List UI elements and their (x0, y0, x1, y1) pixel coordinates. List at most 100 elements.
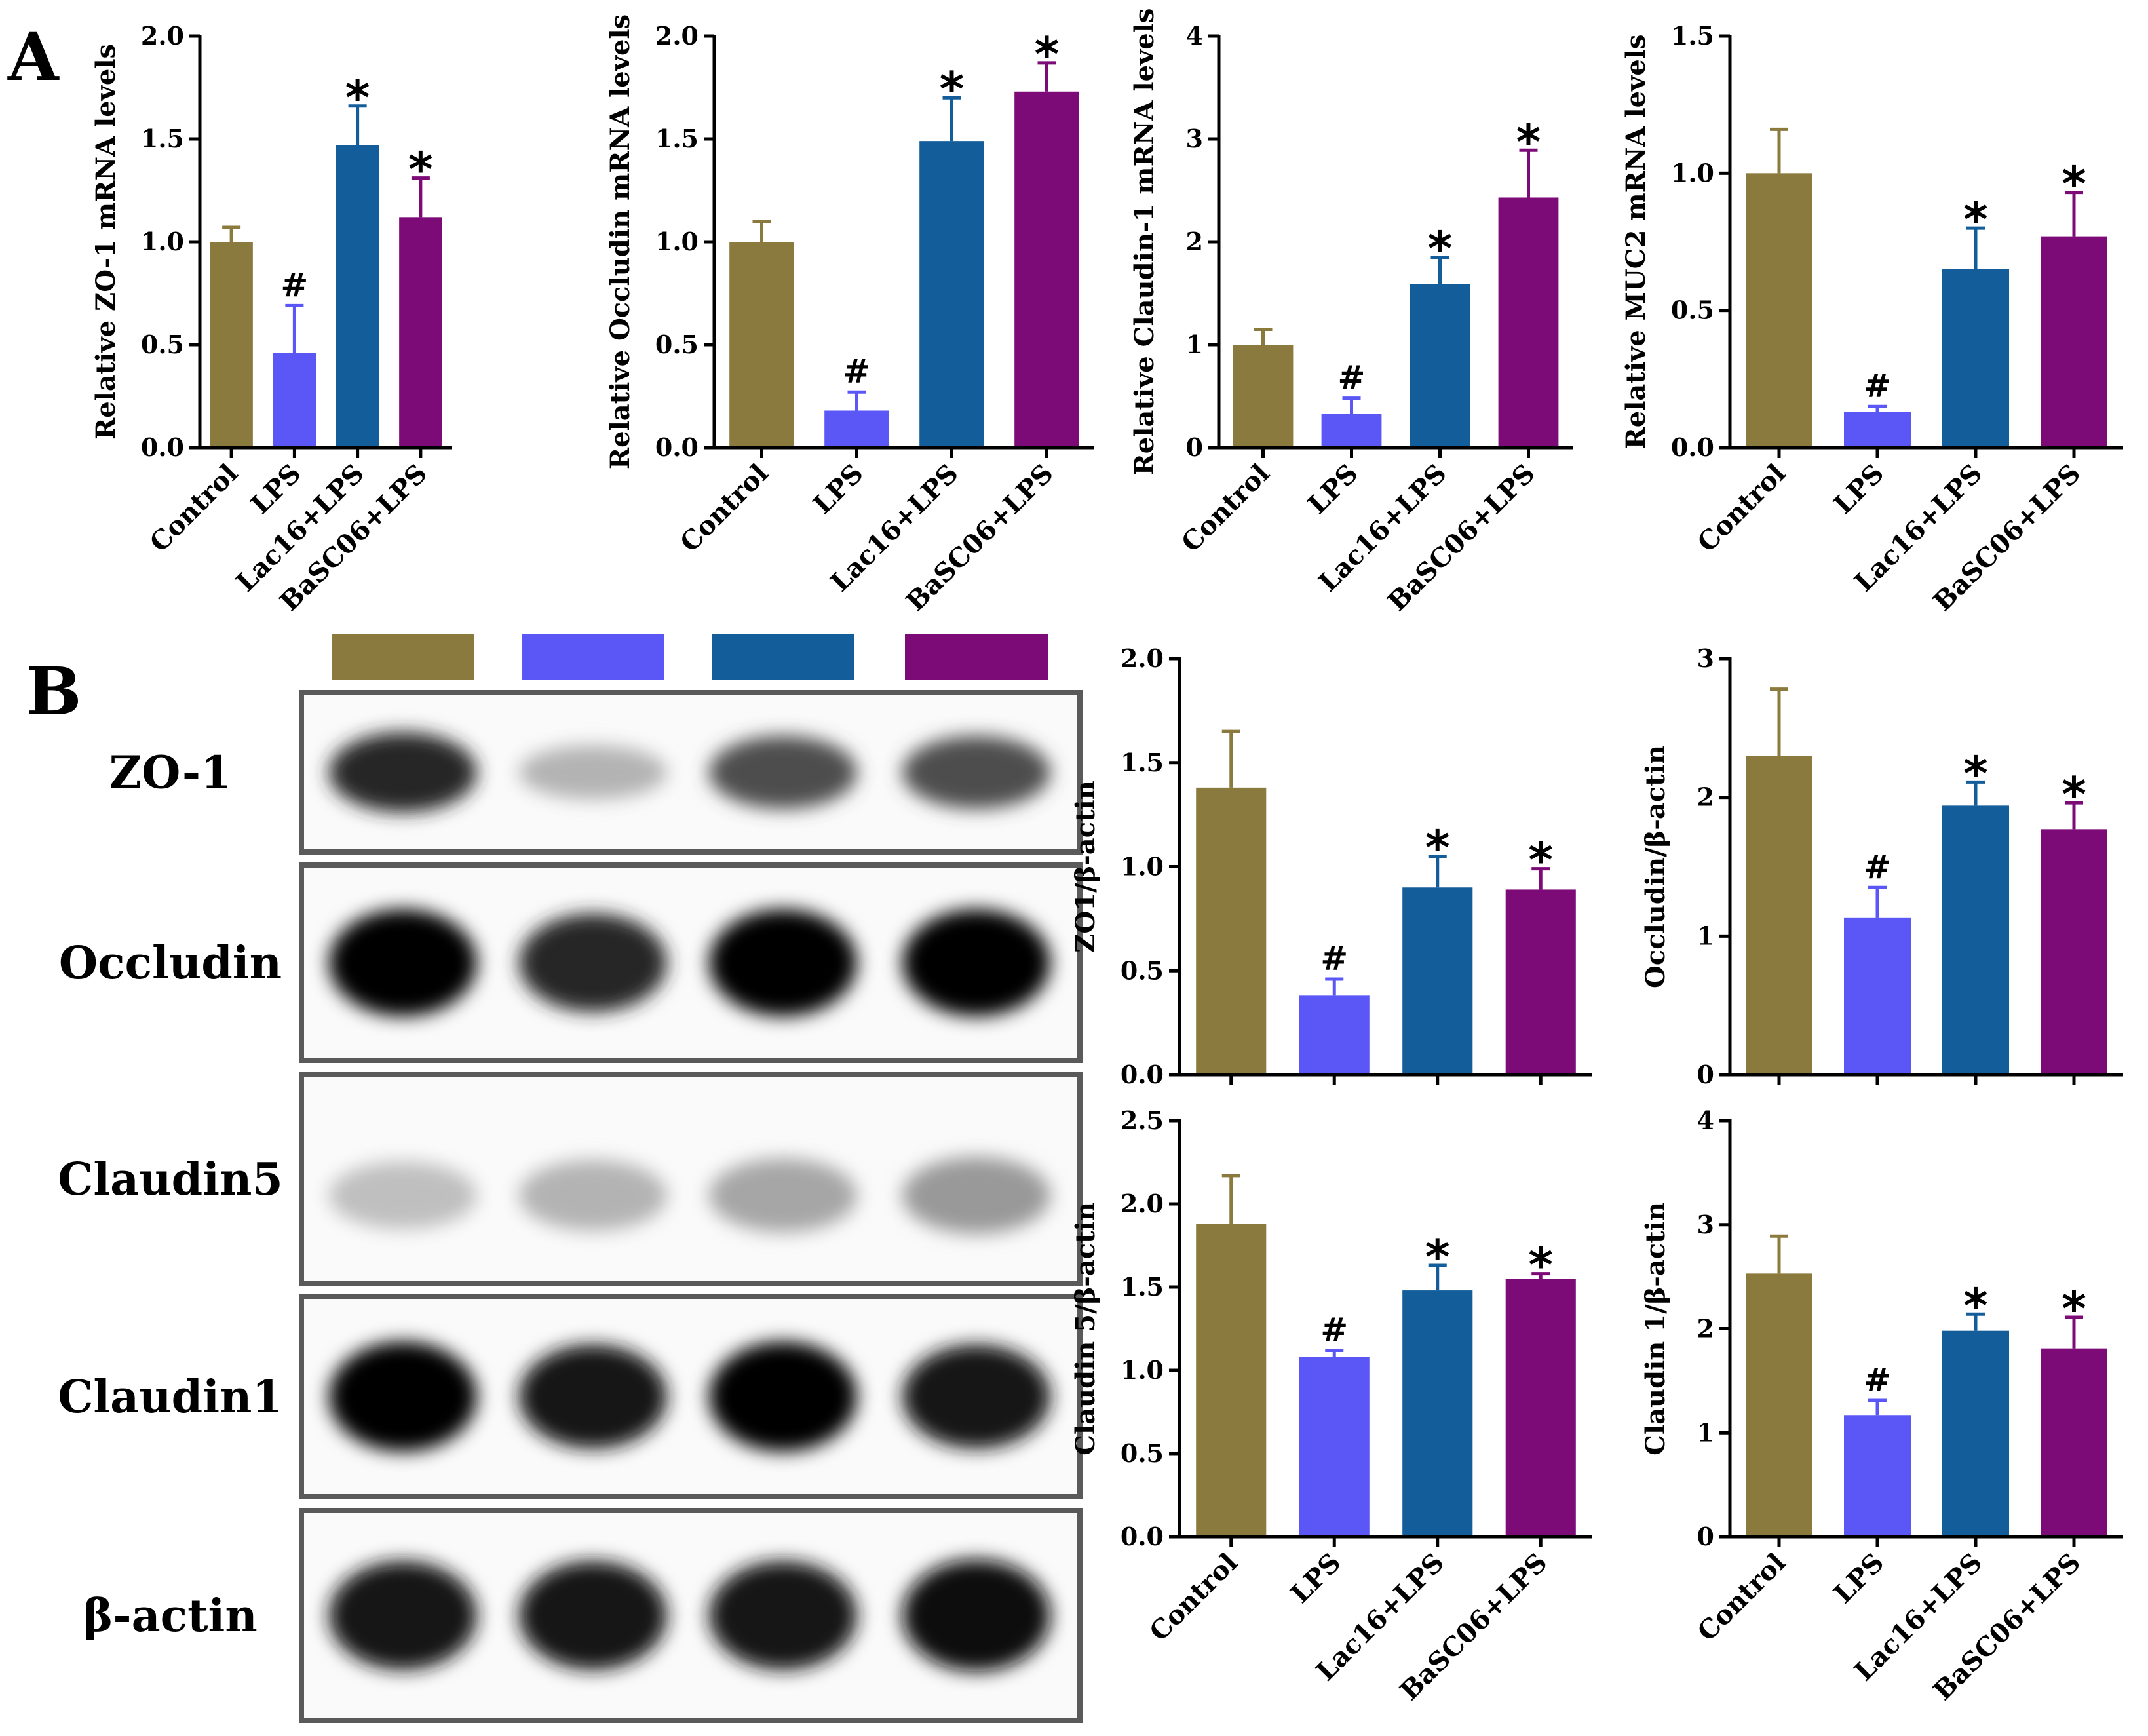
bar-BaSC06+LPS (2041, 829, 2107, 1075)
band (902, 735, 1050, 809)
y-tick-label: 3 (1697, 1210, 1714, 1239)
y-tick-label: 0.0 (1121, 1522, 1164, 1551)
y-axis-label: Relative Occludin mRNA levels (605, 14, 636, 469)
chart-A4: Control#LPS*Lac16+LPS*BaSC06+LPS0.00.51.… (1621, 21, 2123, 617)
band (519, 1344, 667, 1449)
panel-b-letter: B (26, 653, 82, 730)
significance-hash: # (1864, 848, 1891, 886)
band (709, 909, 857, 1016)
x-tick-label: Control (1143, 1547, 1244, 1648)
band (709, 1341, 857, 1452)
significance-star: * (1528, 1238, 1553, 1293)
band (709, 1560, 857, 1670)
bar-Lac16+LPS (919, 141, 984, 448)
band (329, 909, 477, 1016)
bar-BaSC06+LPS (399, 217, 442, 448)
bar-Lac16+LPS (1402, 887, 1473, 1075)
y-tick-label: 0.5 (655, 330, 699, 359)
x-tick-label: Control (144, 458, 244, 558)
y-tick-label: 2.0 (141, 21, 184, 50)
y-tick-label: 1 (1186, 330, 1203, 359)
band (519, 1560, 667, 1670)
y-tick-label: 0.5 (141, 330, 184, 359)
bar-LPS (1844, 1415, 1911, 1537)
x-tick-label: LPS (1828, 1547, 1890, 1610)
y-tick-label: 4 (1697, 1106, 1714, 1135)
blot-label: β-actin (83, 1590, 258, 1642)
band (519, 1159, 667, 1231)
blot-row-ZO-1: ZO-1 (109, 690, 1083, 855)
y-tick-label: 0.5 (1121, 1438, 1164, 1468)
bar-LPS (1299, 995, 1370, 1075)
x-tick-label: Control (674, 458, 775, 558)
bar-BaSC06+LPS (1498, 197, 1559, 448)
y-tick-label: 1.5 (1121, 1272, 1164, 1302)
band (902, 909, 1050, 1016)
x-tick-label: BaSC06+LPS (1382, 458, 1541, 617)
band (902, 1344, 1050, 1449)
band (902, 1157, 1050, 1234)
bar-BaSC06+LPS (1014, 91, 1079, 448)
y-tick-label: 2.0 (1121, 1189, 1164, 1218)
bar-Control (1196, 787, 1267, 1075)
y-tick-label: 1.0 (1121, 852, 1164, 881)
band (519, 745, 667, 800)
y-tick-label: 0.0 (655, 433, 699, 462)
lane-header-Control (332, 634, 474, 680)
y-tick-label: 2.0 (1121, 644, 1164, 673)
significance-hash: # (1864, 367, 1891, 405)
significance-hash: # (843, 353, 871, 391)
y-axis-label: Claudin 1/β-actin (1640, 1202, 1671, 1456)
chart-B4: Control#LPS*Lac16+LPS*BaSC06+LPS01234Cla… (1640, 1106, 2123, 1707)
significance-star: * (2062, 1281, 2086, 1336)
significance-star: * (2062, 157, 2086, 212)
bar-Control (1746, 1273, 1812, 1537)
y-tick-label: 2 (1697, 1314, 1714, 1343)
bar-LPS (1844, 412, 1911, 448)
y-tick-label: 1.5 (1671, 21, 1714, 50)
blot-row-Claudin5: Claudin5 (58, 1072, 1083, 1286)
significance-hash: # (1320, 940, 1348, 978)
x-tick-label: LPS (1285, 1547, 1347, 1610)
bar-Control (1233, 345, 1294, 448)
chart-A3: Control#LPS*Lac16+LPS*BaSC06+LPS01234Rel… (1129, 9, 1573, 617)
bar-Lac16+LPS (1942, 1330, 2009, 1537)
significance-hash: # (280, 266, 308, 304)
lane-header-BaSC06+LPS (905, 634, 1048, 680)
significance-star: * (1963, 1278, 1988, 1333)
significance-star: * (408, 142, 433, 197)
y-tick-label: 1.0 (1121, 1355, 1164, 1385)
y-tick-label: 0.5 (1671, 296, 1714, 325)
blot-label: Claudin1 (58, 1371, 283, 1423)
significance-star: * (940, 62, 965, 117)
band (902, 1559, 1050, 1672)
chart-B1: # * * 0.0 0.5 1.0 1.5 2.0 ZO1/β-actin (1070, 644, 1592, 1089)
y-tick-label: 1 (1697, 921, 1714, 950)
y-tick-label: 0.0 (1671, 433, 1714, 462)
blot-row-Occludin: Occludin (59, 862, 1083, 1063)
bar-BaSC06+LPS (1505, 889, 1576, 1075)
significance-hash: # (1320, 1311, 1348, 1349)
band (329, 732, 477, 813)
significance-star: * (345, 70, 370, 125)
x-tick-label: Control (1176, 458, 1276, 558)
y-tick-label: 0 (1186, 433, 1203, 462)
y-tick-label: 1.0 (1671, 158, 1714, 187)
bar-Lac16+LPS (1410, 284, 1470, 448)
y-tick-label: 2 (1186, 227, 1203, 256)
significance-star: * (1963, 192, 1988, 247)
y-tick-label: 1.5 (655, 124, 699, 153)
bar-LPS (1844, 917, 1911, 1075)
y-tick-label: 0.5 (1121, 955, 1164, 985)
y-tick-label: 2 (1697, 782, 1714, 812)
y-tick-label: 2.5 (1121, 1106, 1164, 1135)
blot-row-Claudin1: Claudin1 (58, 1294, 1083, 1499)
bar-Control (1196, 1224, 1267, 1537)
x-tick-label: Control (1691, 458, 1792, 558)
significance-star: * (1425, 1229, 1450, 1284)
bar-Control (1746, 173, 1812, 448)
panel-a-letter: A (7, 18, 60, 96)
bar-Lac16+LPS (1942, 805, 2009, 1075)
significance-star: * (1963, 746, 1988, 801)
